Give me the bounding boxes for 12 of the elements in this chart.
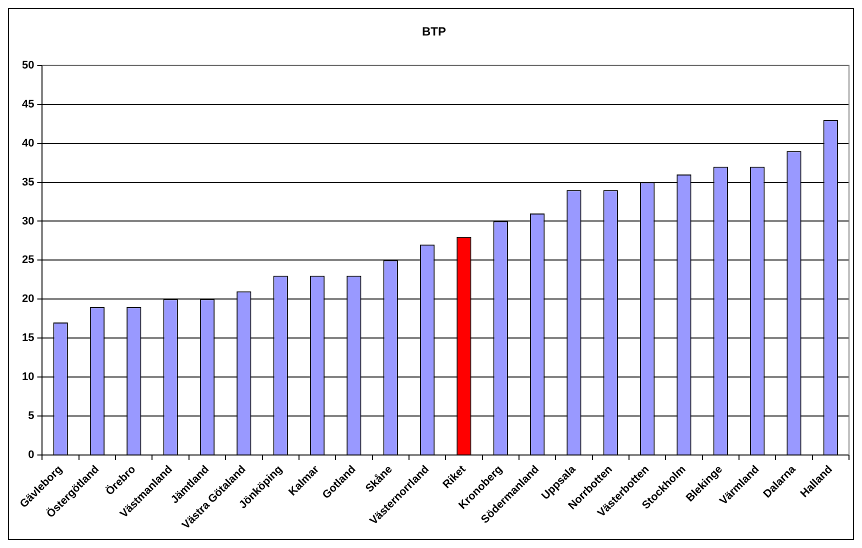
y-tick-label: 25 [22,254,34,266]
y-tick-label: 5 [28,410,34,422]
y-tick-label: 15 [22,332,34,344]
y-tick-label: 35 [22,176,34,188]
y-tick-label: 45 [22,98,34,110]
chart-title: BTP [422,24,446,39]
y-tick-label: 40 [22,137,34,150]
y-tick-label: 20 [22,293,34,306]
y-tick-label: 50 [22,59,34,72]
y-tick-label: 10 [22,371,34,384]
y-tick-label: 30 [22,215,34,228]
y-tick-label: 0 [28,449,34,462]
